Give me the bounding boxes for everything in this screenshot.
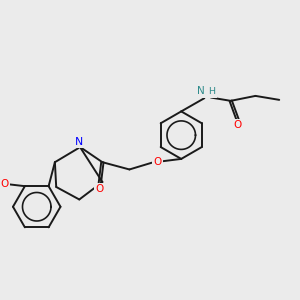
Text: N: N: [74, 137, 83, 147]
Text: O: O: [234, 120, 242, 130]
Text: O: O: [153, 157, 162, 167]
Text: H: H: [208, 87, 216, 96]
Text: O: O: [0, 179, 8, 189]
Text: N: N: [196, 86, 204, 96]
Text: O: O: [96, 184, 104, 194]
